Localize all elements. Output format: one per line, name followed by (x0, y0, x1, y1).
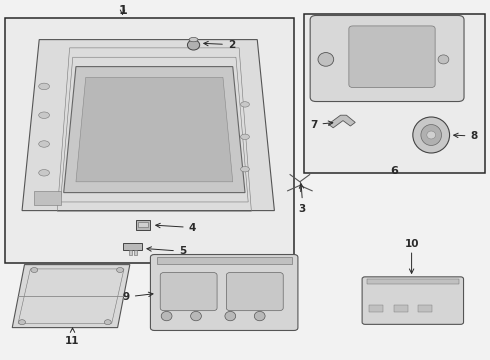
Bar (136, 220, 150, 230)
FancyBboxPatch shape (226, 273, 283, 311)
Ellipse shape (39, 170, 49, 176)
Text: 7: 7 (310, 120, 333, 130)
Polygon shape (22, 40, 274, 211)
Bar (367, 279, 459, 284)
Bar (5, 18, 294, 263)
Bar (134, 250, 137, 255)
Ellipse shape (427, 131, 436, 139)
Text: 2: 2 (204, 40, 235, 50)
Text: 6: 6 (391, 166, 398, 176)
Ellipse shape (254, 311, 265, 321)
Polygon shape (76, 77, 233, 182)
Bar (394, 305, 408, 312)
Bar (369, 305, 383, 312)
Bar (129, 250, 132, 255)
Ellipse shape (117, 267, 123, 273)
Polygon shape (328, 115, 355, 128)
Text: 9: 9 (122, 292, 153, 302)
Text: 3: 3 (299, 204, 306, 215)
Bar (157, 257, 292, 264)
Text: 4: 4 (156, 222, 196, 233)
Text: 11: 11 (65, 336, 80, 346)
Ellipse shape (31, 267, 38, 273)
FancyBboxPatch shape (362, 277, 464, 324)
Text: 10: 10 (404, 239, 419, 249)
Ellipse shape (241, 102, 249, 107)
Ellipse shape (421, 125, 441, 145)
Bar (34, 191, 61, 205)
Ellipse shape (191, 311, 201, 321)
Ellipse shape (39, 83, 49, 90)
Ellipse shape (413, 117, 450, 153)
Ellipse shape (19, 320, 25, 325)
Ellipse shape (241, 166, 249, 172)
Bar (304, 14, 485, 173)
Text: 1: 1 (118, 4, 127, 17)
Ellipse shape (225, 311, 236, 321)
Ellipse shape (39, 112, 49, 118)
FancyBboxPatch shape (349, 26, 435, 87)
Text: 8: 8 (454, 131, 478, 141)
Text: 5: 5 (147, 246, 186, 256)
Ellipse shape (189, 37, 198, 42)
Ellipse shape (188, 40, 200, 50)
Polygon shape (12, 265, 130, 328)
Polygon shape (64, 67, 245, 193)
Bar (138, 222, 148, 227)
Ellipse shape (104, 320, 111, 325)
FancyBboxPatch shape (310, 15, 464, 102)
Ellipse shape (161, 311, 172, 321)
Bar (122, 243, 142, 250)
Ellipse shape (39, 141, 49, 147)
FancyBboxPatch shape (150, 255, 298, 330)
Ellipse shape (241, 134, 249, 139)
Ellipse shape (438, 55, 449, 64)
Ellipse shape (318, 53, 334, 66)
FancyBboxPatch shape (160, 273, 217, 311)
Bar (418, 305, 432, 312)
